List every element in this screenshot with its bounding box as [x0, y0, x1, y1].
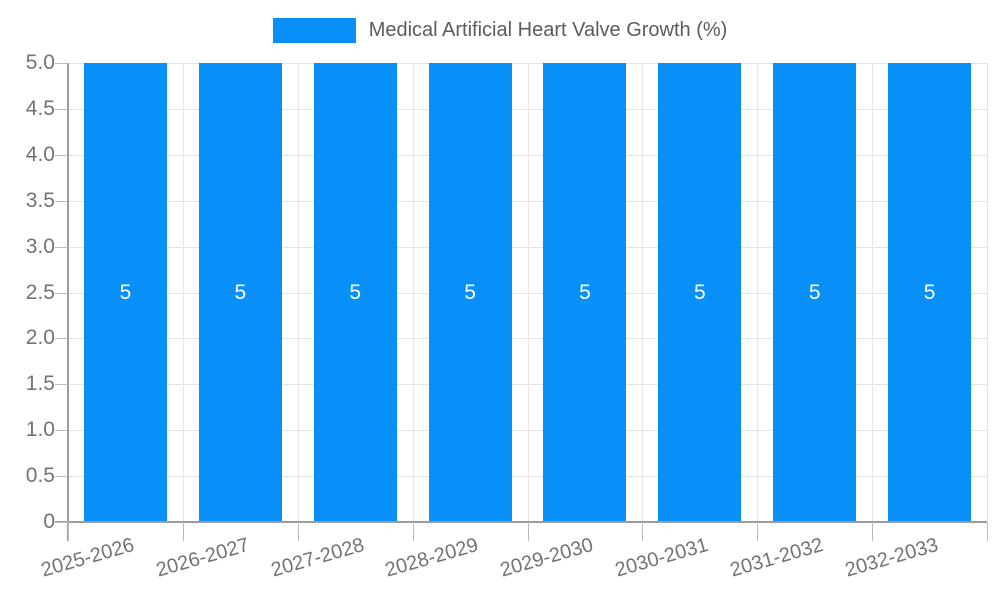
- y-axis-label: 0.5: [25, 464, 55, 488]
- plot-area: 5 5 5 5 5 5 5 5 5.0 4.5 4.0 3.5 3.0 2.5 2.0 1.5 1.0 0.5 0…: [26, 51, 988, 582]
- x-axis-tick: [412, 522, 414, 541]
- y-axis-label: 1.5: [25, 372, 55, 396]
- bar-value-label: 5: [579, 280, 591, 304]
- y-axis-tick: [55, 200, 68, 202]
- x-axis-tick: [68, 522, 69, 541]
- y-axis-label: 2.0: [25, 326, 55, 350]
- y-axis-tick: [55, 292, 68, 294]
- x-axis-tick: [987, 522, 988, 541]
- x-axis-tick: [527, 522, 529, 541]
- bar-value-label: 5: [119, 280, 132, 304]
- bar-value-label: 5: [923, 280, 936, 304]
- y-axis-tick: [55, 384, 68, 386]
- bar-value-label: 5: [234, 280, 247, 304]
- grid-line-vertical: [182, 63, 184, 522]
- x-axis-label: 2025-2026: [38, 534, 137, 582]
- y-axis-tick: [55, 154, 68, 156]
- y-axis-tick: [55, 63, 68, 64]
- y-axis-label: 2.5: [25, 280, 55, 304]
- x-axis-label: 2028-2029: [383, 534, 482, 582]
- grid-line-vertical: [412, 63, 414, 522]
- bar: 5: [888, 63, 972, 522]
- legend-item[interactable]: Medical Artificial Heart Valve Growth (%…: [0, 16, 1000, 44]
- bar: 5: [658, 63, 742, 522]
- x-axis-tick: [872, 522, 874, 541]
- legend-label: Medical Artificial Heart Valve Growth (%…: [368, 19, 728, 41]
- x-axis-label: 2027-2028: [268, 534, 367, 582]
- x-axis-label: 2030-2031: [612, 534, 711, 582]
- legend-swatch: [272, 17, 356, 43]
- y-axis-tick: [55, 476, 68, 478]
- x-axis-label: 2032-2033: [842, 534, 941, 582]
- y-axis-label: 4.0: [25, 142, 55, 166]
- x-axis-line: [55, 521, 987, 523]
- y-axis-label: 5.0: [25, 51, 55, 74]
- grid-line-vertical: [987, 63, 988, 522]
- y-axis-line: [67, 63, 69, 541]
- bar: 5: [773, 63, 857, 522]
- x-axis-label: 2031-2032: [727, 534, 826, 582]
- x-axis-label: 2029-2030: [497, 534, 597, 582]
- y-axis-tick: [55, 430, 68, 432]
- bar-value-label: 5: [349, 280, 362, 304]
- y-axis-tick: [55, 246, 68, 248]
- y-axis-label: 3.5: [25, 188, 55, 212]
- grid-line-vertical: [297, 63, 299, 522]
- y-axis-label: 0: [43, 510, 55, 533]
- x-axis-label: 2026-2027: [153, 534, 252, 582]
- bar-value-label: 5: [693, 280, 706, 304]
- grid-line-vertical: [527, 63, 529, 522]
- bar: 5: [543, 63, 627, 522]
- grid-line-vertical: [757, 63, 759, 522]
- grid-line-vertical: [872, 63, 874, 522]
- y-axis-label: 3.0: [25, 234, 55, 258]
- bar-value-label: 5: [808, 280, 821, 304]
- x-axis-tick: [182, 522, 184, 541]
- grid-line-vertical: [642, 63, 644, 522]
- y-axis-tick: [55, 108, 68, 110]
- y-axis-tick: [55, 522, 68, 523]
- bar: 5: [83, 63, 167, 522]
- y-axis-label: 4.5: [25, 96, 55, 120]
- y-axis-label: 1.0: [25, 418, 55, 442]
- y-axis-tick: [55, 338, 68, 340]
- bar: 5: [428, 63, 512, 522]
- bar-value-label: 5: [464, 280, 476, 304]
- x-axis-tick: [297, 522, 299, 541]
- x-axis-tick: [757, 522, 759, 541]
- x-axis-tick: [642, 522, 644, 541]
- bar: 5: [198, 63, 282, 522]
- bar: 5: [313, 63, 397, 522]
